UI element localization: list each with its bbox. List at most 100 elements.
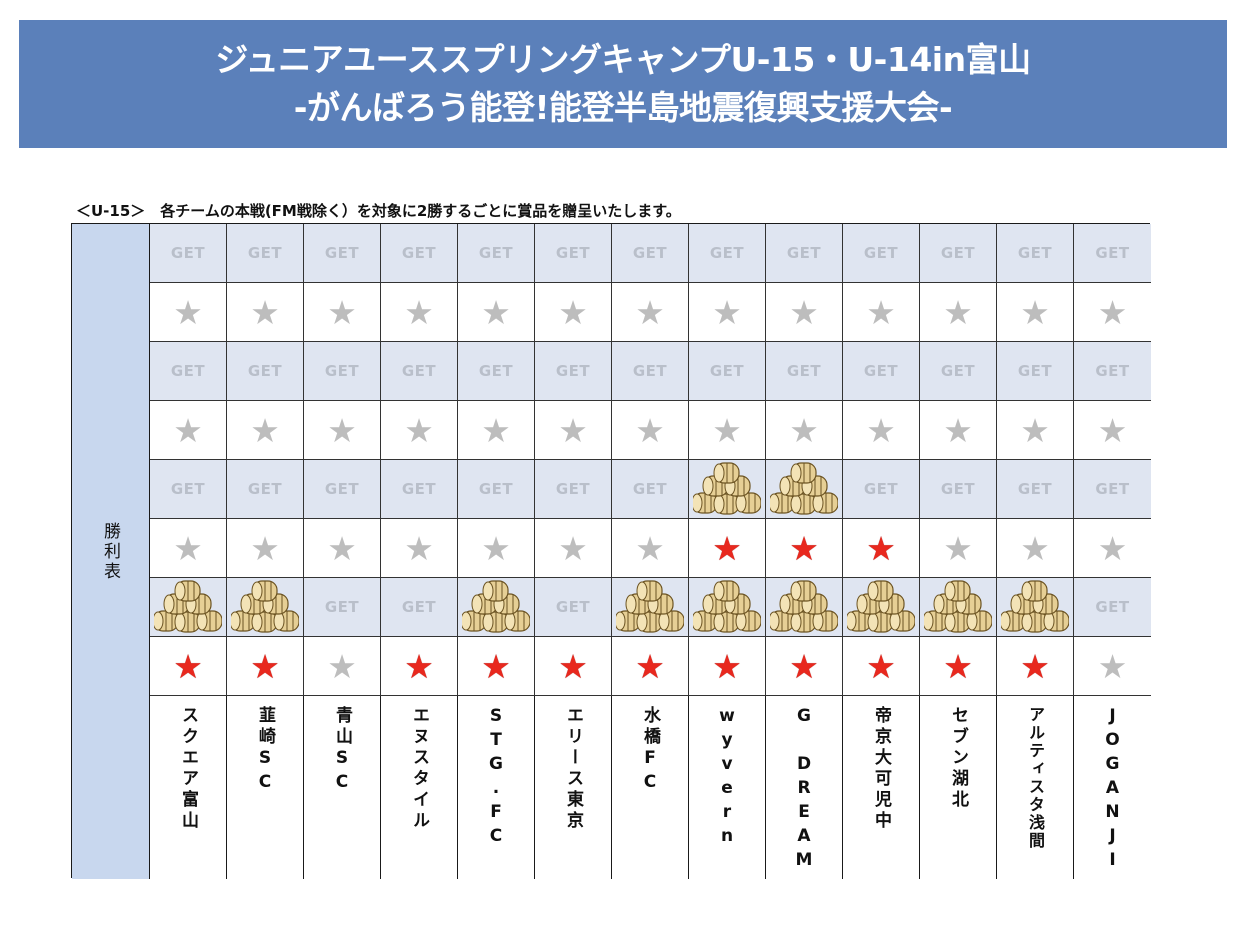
get-label: GET xyxy=(1017,480,1053,498)
title-line-1: ジュニアユーススプリングキャンプU-15・U-14in富山 xyxy=(215,40,1031,79)
star-icon: ★ xyxy=(481,528,511,568)
win-star-cell: ★ xyxy=(843,283,920,342)
win-star-cell: ★ xyxy=(458,519,535,578)
star-icon: ★ xyxy=(866,410,896,450)
win-star-cell: ★ xyxy=(612,283,689,342)
rice-bale-stack-icon xyxy=(616,580,684,633)
star-icon: ★ xyxy=(943,646,973,686)
star-icon: ★ xyxy=(250,528,280,568)
win-star-cell: ★ xyxy=(381,401,458,460)
star-icon: ★ xyxy=(404,528,434,568)
win-star-cell: ★ xyxy=(920,637,997,696)
win-star-cell: ★ xyxy=(535,519,612,578)
get-label: GET xyxy=(324,598,360,616)
star-icon: ★ xyxy=(635,646,665,686)
team-name-cell: 水橋FC xyxy=(612,696,689,879)
prize-cell: GET xyxy=(458,460,535,519)
team-name-cell: 青山SC xyxy=(304,696,381,879)
star-icon: ★ xyxy=(404,646,434,686)
win-star-cell: ★ xyxy=(304,283,381,342)
star-icon: ★ xyxy=(250,292,280,332)
win-table: 勝利表 GET ★ GET ★ GET ★ GET ★ GET ★ GET ★ GET ★ GET ★ GET ★… xyxy=(71,223,1151,879)
prize-cell xyxy=(150,578,227,637)
get-label: GET xyxy=(401,362,437,380)
star-icon: ★ xyxy=(327,292,357,332)
star-icon: ★ xyxy=(173,410,203,450)
star-icon: ★ xyxy=(327,646,357,686)
win-star-cell: ★ xyxy=(766,519,843,578)
prize-cell: GET xyxy=(843,342,920,401)
star-icon: ★ xyxy=(789,646,819,686)
win-star-cell: ★ xyxy=(458,283,535,342)
star-icon: ★ xyxy=(558,410,588,450)
get-label: GET xyxy=(1017,362,1053,380)
prize-cell: GET xyxy=(997,460,1074,519)
prize-cell: GET xyxy=(920,460,997,519)
team-name: wyvern xyxy=(717,706,737,850)
get-label: GET xyxy=(1095,244,1130,262)
win-star-cell: ★ xyxy=(535,283,612,342)
star-icon: ★ xyxy=(943,292,973,332)
star-icon: ★ xyxy=(1020,646,1050,686)
get-label: GET xyxy=(1095,362,1130,380)
get-label: GET xyxy=(478,244,514,262)
win-star-cell: ★ xyxy=(1074,519,1151,578)
team-name-cell: エリース東京 xyxy=(535,696,612,879)
prize-cell: GET xyxy=(997,224,1074,283)
get-label: GET xyxy=(632,244,668,262)
rice-bale-stack-icon xyxy=(770,580,838,633)
star-icon: ★ xyxy=(866,528,896,568)
prize-cell: GET xyxy=(381,578,458,637)
team-name: エリース東京 xyxy=(563,706,583,832)
rice-bale-stack-icon xyxy=(924,580,992,633)
star-icon: ★ xyxy=(558,646,588,686)
win-star-cell: ★ xyxy=(227,519,304,578)
star-icon: ★ xyxy=(789,292,819,332)
star-icon: ★ xyxy=(789,528,819,568)
win-star-cell: ★ xyxy=(920,401,997,460)
prize-cell xyxy=(458,578,535,637)
prize-cell: GET xyxy=(535,578,612,637)
win-star-cell: ★ xyxy=(920,519,997,578)
get-label: GET xyxy=(632,480,668,498)
get-label: GET xyxy=(401,598,437,616)
star-icon: ★ xyxy=(712,410,742,450)
star-icon: ★ xyxy=(404,292,434,332)
prize-cell xyxy=(227,578,304,637)
win-star-cell: ★ xyxy=(997,519,1074,578)
team-name: 韮崎SC xyxy=(255,706,275,796)
rice-bale-stack-icon xyxy=(154,580,222,633)
win-star-cell: ★ xyxy=(1074,401,1151,460)
team-name: スクエア富山 xyxy=(178,706,198,832)
win-star-cell: ★ xyxy=(612,519,689,578)
win-star-cell: ★ xyxy=(458,637,535,696)
prize-cell: GET xyxy=(150,224,227,283)
prize-cell: GET xyxy=(1074,460,1151,519)
get-label: GET xyxy=(170,244,206,262)
prize-cell: GET xyxy=(381,224,458,283)
team-name: セブン湖北 xyxy=(948,706,968,811)
get-label: GET xyxy=(324,244,360,262)
prize-cell: GET xyxy=(766,342,843,401)
get-label: GET xyxy=(863,362,899,380)
team-name: G DREAM xyxy=(794,706,814,874)
star-icon: ★ xyxy=(1097,646,1128,686)
prize-cell xyxy=(920,578,997,637)
prize-cell xyxy=(766,578,843,637)
get-label: GET xyxy=(478,362,514,380)
team-name: エヌスタイル xyxy=(409,706,429,832)
win-star-cell: ★ xyxy=(843,401,920,460)
star-icon: ★ xyxy=(635,292,665,332)
team-name-cell: 韮崎SC xyxy=(227,696,304,879)
get-label: GET xyxy=(1095,598,1130,616)
star-icon: ★ xyxy=(1097,528,1128,568)
win-star-cell: ★ xyxy=(381,637,458,696)
star-icon: ★ xyxy=(712,528,742,568)
prize-cell: GET xyxy=(304,342,381,401)
win-star-cell: ★ xyxy=(1074,637,1151,696)
star-icon: ★ xyxy=(943,410,973,450)
win-star-cell: ★ xyxy=(689,637,766,696)
get-label: GET xyxy=(247,480,283,498)
win-star-cell: ★ xyxy=(304,637,381,696)
team-name: アルティスタ浅間 xyxy=(1026,706,1045,850)
